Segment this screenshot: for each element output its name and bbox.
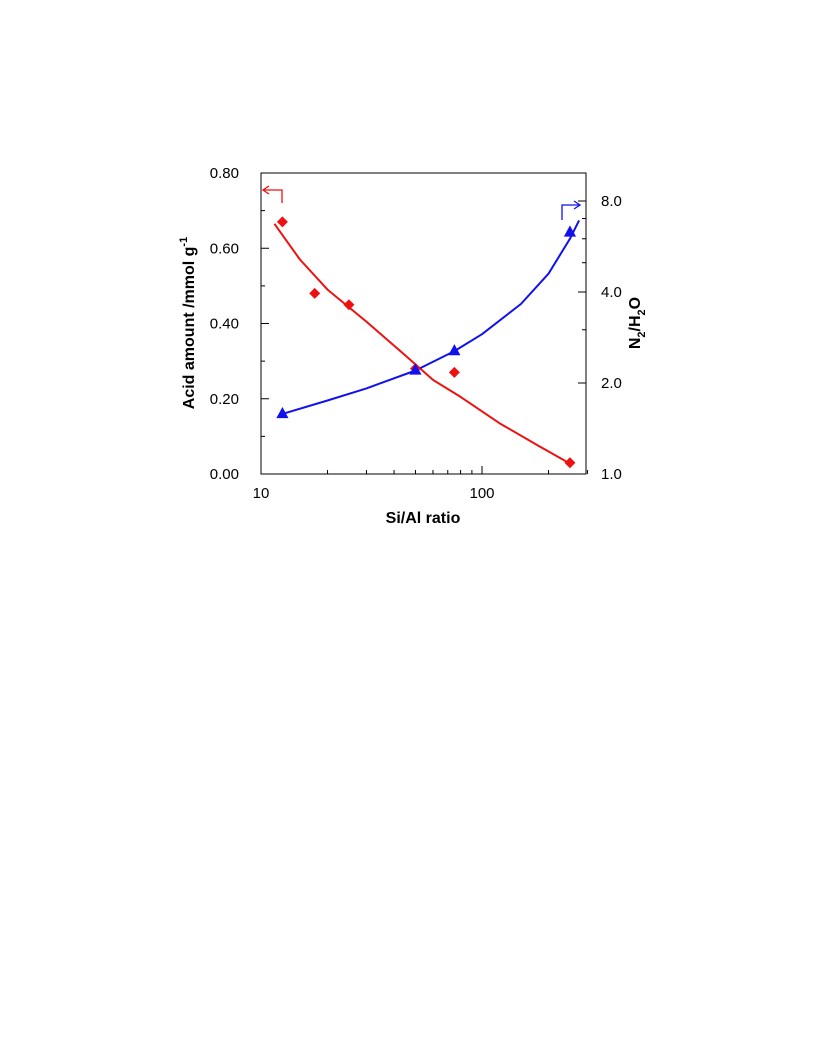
right-tick-label: 8.0 [601, 193, 622, 210]
left-tick-label: 0.80 [210, 165, 239, 182]
triangle-point [448, 344, 461, 356]
triangle-point [563, 225, 577, 237]
points-layer [276, 216, 577, 469]
left-tick-label: 0.00 [210, 466, 239, 483]
diamond-point [276, 216, 288, 228]
right-tick-label: 2.0 [601, 375, 622, 392]
left-tick-label: 0.20 [210, 391, 239, 408]
triangle-point [409, 363, 422, 375]
left-axis-arrow [261, 185, 283, 203]
plot-frame [260, 172, 587, 475]
right-axis-title: N2/H2O [627, 297, 648, 349]
left-axis-title: Acid amount /mmol g-1 [178, 237, 198, 409]
red-fit-curve [273, 223, 573, 466]
triangle-point [276, 406, 289, 419]
right-axis-arrow [561, 200, 582, 220]
right-tick-label: 4.0 [601, 284, 622, 301]
diamond-point [564, 457, 576, 469]
diamond-point [343, 299, 355, 311]
curves-layer [273, 219, 580, 466]
diamond-point [309, 287, 321, 299]
blue-fit-curve [282, 219, 580, 415]
x-tick-label: 10 [253, 485, 270, 502]
x-tick-label: 100 [469, 485, 494, 502]
right-tick-label: 1.0 [601, 466, 622, 483]
left-tick-label: 0.60 [210, 240, 239, 257]
left-tick-label: 0.40 [210, 316, 239, 333]
x-axis-title: Si/Al ratio [386, 510, 461, 527]
ticks-layer: 10 100 0.00 0.20 0.40 0.60 0.80 1.0 2.0 4.0 8.0 [210, 165, 622, 502]
diamond-point [448, 366, 460, 378]
